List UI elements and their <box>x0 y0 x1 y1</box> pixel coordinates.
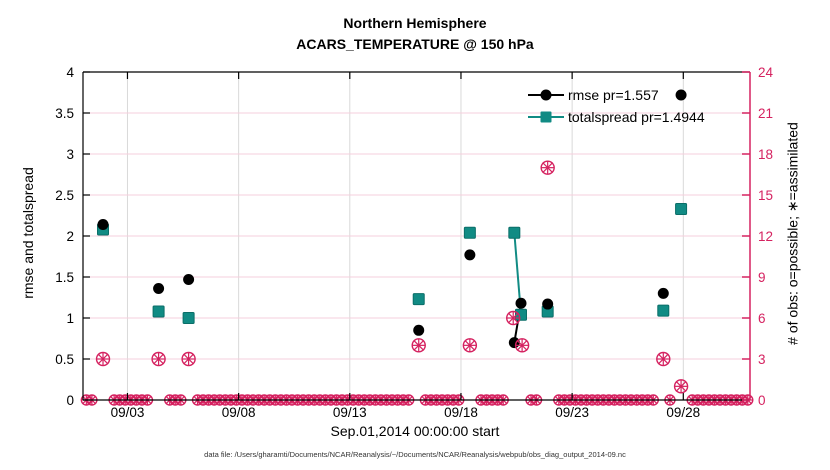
left-tick-label: 1.5 <box>55 270 74 285</box>
totalspread-point <box>657 304 670 317</box>
totalspread-point <box>182 312 195 324</box>
obs-count-marker-spoke <box>507 312 519 324</box>
left-tick-label: 0 <box>66 393 74 408</box>
right-tick-label: 21 <box>758 106 773 121</box>
legend-label-rmse: rmse pr=1.557 <box>568 87 659 103</box>
totalspread-point <box>152 305 165 318</box>
rmse-point <box>464 249 476 261</box>
rmse-point <box>508 337 520 349</box>
totalspread-point <box>412 293 425 306</box>
obs-count-marker-spoke <box>97 353 109 365</box>
legend-label-totalspread: totalspread pr=1.4944 <box>568 109 705 125</box>
rmse-point <box>515 297 527 309</box>
obs-count-marker-spoke <box>657 353 669 365</box>
left-tick-label: 1 <box>66 311 74 326</box>
obs-count-marker-spoke <box>542 162 554 174</box>
x-axis-label: Sep.01,2014 00:00:00 start <box>330 423 500 439</box>
totalspread-point <box>463 226 476 239</box>
rmse-point <box>542 298 554 310</box>
legend-marker-totalspread <box>540 111 552 123</box>
left-tick-label: 4 <box>66 65 74 80</box>
right-tick-label: 15 <box>758 188 773 203</box>
x-tick-label: 09/28 <box>666 405 700 420</box>
right-tick-label: 0 <box>758 393 766 408</box>
right-tick-label: 18 <box>758 147 773 162</box>
x-tick-label: 09/13 <box>333 405 367 420</box>
right-tick-label: 12 <box>758 229 773 244</box>
left-tick-label: 2 <box>66 229 74 244</box>
obs-count-marker-spoke <box>153 353 165 365</box>
rmse-point <box>183 273 195 285</box>
obs-count-marker-spoke <box>464 339 476 351</box>
right-tick-label: 3 <box>758 352 766 367</box>
legend-marker-rmse <box>540 89 552 101</box>
x-tick-label: 09/18 <box>444 405 478 420</box>
x-tick-label: 09/03 <box>111 405 145 420</box>
chart-title: Northern Hemisphere <box>343 15 487 31</box>
right-tick-label: 6 <box>758 311 766 326</box>
rmse-point <box>413 324 425 336</box>
obs-count-marker-spoke <box>183 353 195 365</box>
chart-subtitle: ACARS_TEMPERATURE @ 150 hPa <box>296 36 534 52</box>
left-tick-label: 2.5 <box>55 188 74 203</box>
rmse-point <box>153 282 165 294</box>
x-tick-label: 09/23 <box>555 405 589 420</box>
rmse-point <box>657 287 669 299</box>
totalspread-point <box>675 202 688 215</box>
data-file-caption: data file: /Users/gharamti/Documents/NCA… <box>204 450 626 459</box>
rmse-point <box>97 219 109 231</box>
right-tick-label: 24 <box>758 65 774 80</box>
obs-count-marker-spoke <box>413 339 425 351</box>
left-tick-label: 0.5 <box>55 352 74 367</box>
rmse-point <box>675 89 687 101</box>
x-tick-label: 09/08 <box>222 405 256 420</box>
obs-count-marker-spoke <box>516 339 528 351</box>
left-tick-label: 3 <box>66 147 74 162</box>
left-tick-label: 3.5 <box>55 106 74 121</box>
totalspread-point <box>508 226 521 239</box>
right-tick-label: 9 <box>758 270 766 285</box>
obs-count-marker-spoke <box>675 380 687 392</box>
